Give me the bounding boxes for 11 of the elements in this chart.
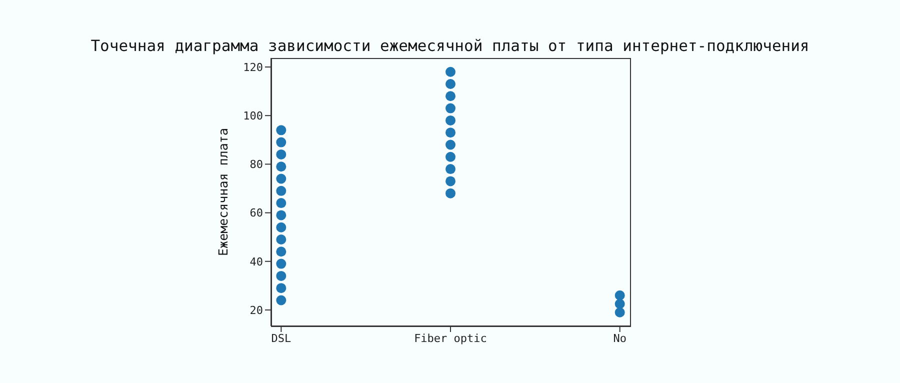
x-tick-label: DSL — [271, 332, 292, 345]
x-tick-label: Fiber optic — [414, 332, 487, 345]
y-tick-label: 20 — [250, 304, 263, 317]
x-tick-label: No — [613, 332, 626, 345]
y-tick-label: 100 — [243, 109, 263, 122]
y-tick-label: 120 — [243, 60, 263, 74]
y-tick-label: 40 — [250, 255, 263, 268]
y-axis-title: Ежемесячная плата — [215, 128, 230, 256]
chart-title: Точечная диаграмма зависимости ежемесячной платы от типа интернет-подключения — [90, 37, 810, 55]
y-tick-label: 80 — [250, 158, 263, 172]
y-tick-label: 60 — [250, 206, 263, 220]
